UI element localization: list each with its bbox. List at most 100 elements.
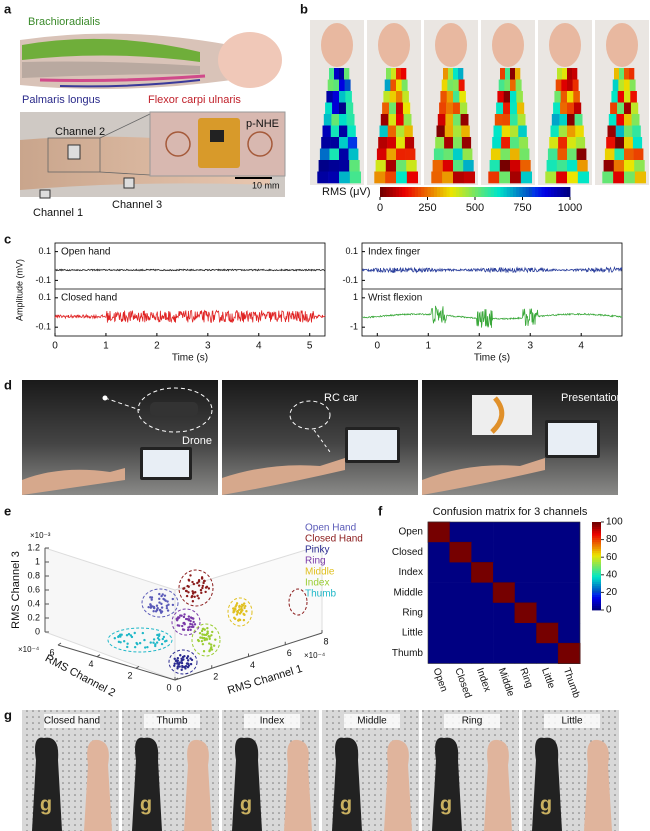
colorbar-segment [468, 187, 473, 197]
heatmap-cell [547, 148, 558, 161]
heatmap-cell [573, 91, 580, 103]
matrix-cell [558, 542, 581, 563]
scatter-point [181, 665, 184, 669]
colorbar-segment [592, 526, 601, 529]
heatmap-cell [612, 79, 619, 92]
colorbar-segment [421, 187, 425, 197]
x-tick-label: 0 [375, 341, 381, 352]
colorbar-segment [592, 524, 601, 527]
matrix-cell [514, 623, 537, 644]
colorbar-segment [592, 574, 601, 578]
heatmap-cell [624, 79, 630, 92]
logo: g [240, 793, 252, 815]
label-box [344, 714, 400, 728]
row-label: Closed [392, 547, 423, 558]
scatter-point [117, 635, 120, 639]
colorbar-segment [402, 187, 406, 197]
hand [321, 23, 353, 67]
panel-d-photos [22, 380, 618, 495]
scatter-point [186, 628, 190, 632]
colorbar-segment [592, 577, 601, 580]
heatmap-cell [375, 160, 387, 172]
scatter-point [166, 600, 169, 603]
colorbar-segment [592, 581, 601, 584]
x-tick-label: 2 [476, 341, 482, 352]
colorbar-segment [395, 187, 400, 197]
row-label: Thumb [392, 648, 424, 659]
scatter-point [184, 667, 187, 670]
colorbar-segment [592, 592, 601, 595]
robot-hand [432, 737, 462, 831]
scatter-point [127, 632, 131, 636]
scatter-point [141, 631, 145, 635]
matrix-cell [558, 623, 581, 644]
heatmap-cell [396, 148, 406, 161]
scatter-point [119, 641, 122, 644]
column-label: Middle [496, 667, 517, 699]
z-tick-label: 1 [35, 556, 40, 566]
y-tick-label: 4 [88, 659, 93, 669]
emg-trace [54, 268, 326, 272]
colorbar-segment [418, 187, 422, 197]
heatmap-cell [493, 125, 503, 138]
matrix-cell [536, 582, 559, 604]
y-tick-label: 0.1 [38, 246, 51, 256]
heatmap-cell [624, 125, 633, 138]
heatmap-cell [494, 114, 503, 126]
scatter-point [187, 585, 190, 588]
heatmap-cell [441, 79, 448, 92]
colorbar-segment [465, 187, 470, 197]
heatmap-cell [402, 102, 411, 115]
heatmap-cell [318, 160, 330, 172]
heatmap-cell [396, 102, 404, 115]
heatmap-cell [339, 148, 349, 161]
robot-hand [232, 737, 262, 831]
matrix-cell [536, 622, 559, 644]
colorbar-segment [437, 187, 441, 197]
colorbar-segment [411, 187, 416, 197]
colorbar-segment [592, 607, 601, 611]
colorbar-segment [592, 552, 601, 556]
matrix-cell [427, 521, 451, 543]
y-tick-label: -0.1 [35, 275, 51, 285]
colorbar-segment [592, 588, 601, 591]
matrix-cell [428, 602, 450, 624]
y-tick-label: 0.1 [345, 246, 358, 256]
scatter-point [152, 641, 155, 644]
scatter-point [178, 624, 181, 627]
panel-a-art [20, 32, 286, 199]
heatmap-cell [603, 160, 615, 172]
scatter-point [165, 604, 169, 608]
colorbar-segment [563, 187, 568, 197]
heatmap-cell [396, 171, 408, 184]
heatmap-cell [339, 68, 345, 80]
matrix-cell [514, 562, 537, 583]
colorbar-segment [427, 187, 432, 197]
heatmap-cell [615, 137, 625, 149]
colorbar-tick-label: 0 [606, 605, 612, 616]
cluster-outline [191, 623, 221, 657]
heatmap-cell [401, 79, 408, 92]
heatmap-cell [608, 114, 617, 126]
heatmap-cell [402, 91, 409, 103]
emg-trace [54, 309, 326, 324]
matrix-title: Confusion matrix for 3 channels [433, 506, 588, 518]
cluster-outline [168, 649, 198, 675]
heatmap-cell [567, 137, 577, 149]
colorbar-segment [525, 187, 530, 197]
heatmap-cell [574, 114, 583, 126]
scatter-point [158, 592, 161, 596]
heatmap-cell [333, 79, 340, 92]
heatmap-cell [556, 160, 568, 172]
scatter-point [138, 641, 142, 645]
heatmap-cell [444, 137, 454, 149]
scatter-point [174, 659, 178, 663]
heatmap-cell [516, 91, 523, 103]
scatter-point [243, 606, 246, 610]
z-tick-label: 0.8 [27, 570, 40, 580]
heatmap-cell [443, 68, 449, 80]
heatmap-cell [345, 102, 354, 115]
heatmap-cell [517, 114, 526, 126]
heatmap-cell [317, 171, 329, 184]
scatter-point [156, 608, 159, 611]
